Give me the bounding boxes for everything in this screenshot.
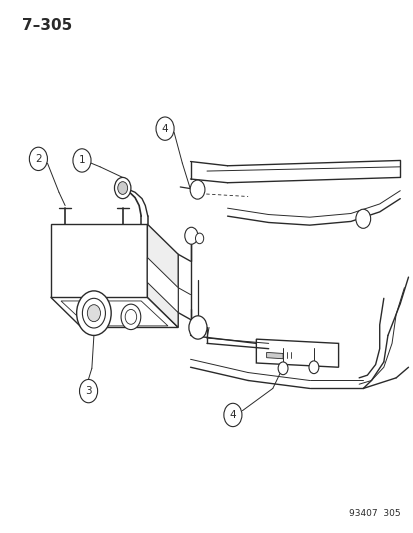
- Circle shape: [114, 177, 131, 199]
- Circle shape: [121, 304, 140, 329]
- Circle shape: [117, 182, 127, 195]
- Circle shape: [195, 233, 203, 244]
- Text: 93407  305: 93407 305: [348, 510, 399, 519]
- Circle shape: [184, 227, 197, 244]
- Polygon shape: [147, 224, 178, 327]
- Circle shape: [87, 305, 100, 321]
- Polygon shape: [61, 301, 168, 326]
- Circle shape: [29, 147, 47, 171]
- Circle shape: [73, 149, 91, 172]
- Circle shape: [278, 362, 287, 375]
- Circle shape: [82, 298, 105, 328]
- Text: 3: 3: [85, 386, 92, 396]
- Circle shape: [156, 117, 174, 140]
- Text: 1: 1: [78, 156, 85, 165]
- Circle shape: [190, 180, 204, 199]
- Circle shape: [223, 403, 241, 426]
- Circle shape: [308, 361, 318, 374]
- Polygon shape: [266, 352, 282, 359]
- Circle shape: [188, 316, 206, 339]
- Polygon shape: [51, 224, 147, 297]
- Text: 7–305: 7–305: [22, 18, 72, 34]
- Polygon shape: [256, 339, 338, 367]
- Circle shape: [79, 379, 97, 403]
- Circle shape: [355, 209, 370, 228]
- Polygon shape: [147, 257, 178, 313]
- Circle shape: [125, 310, 136, 324]
- Polygon shape: [51, 297, 178, 327]
- Text: 2: 2: [35, 154, 42, 164]
- Text: 4: 4: [229, 410, 236, 420]
- Text: 4: 4: [161, 124, 168, 134]
- Circle shape: [76, 291, 111, 335]
